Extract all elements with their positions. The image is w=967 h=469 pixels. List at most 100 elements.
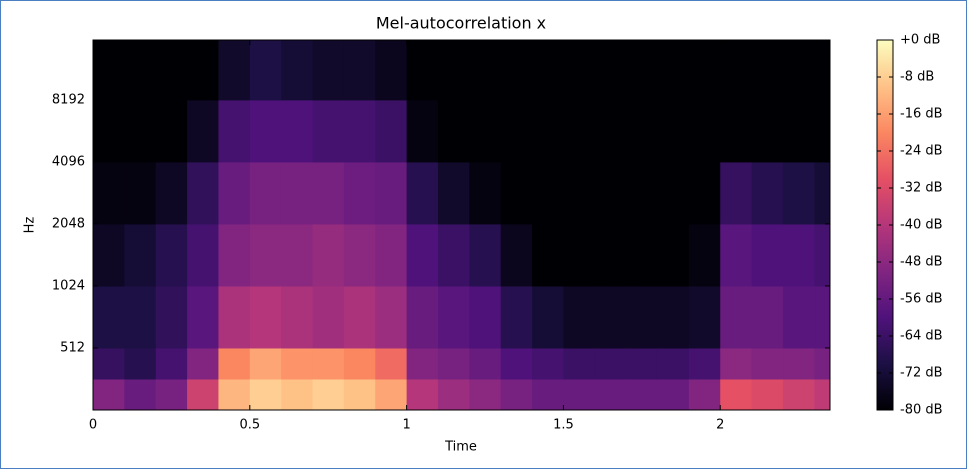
heat-cell bbox=[594, 378, 627, 410]
heat-cell bbox=[187, 40, 219, 101]
colorbar-tick-label: -40 dB bbox=[900, 218, 943, 233]
heat-cell bbox=[249, 378, 282, 410]
heat-cell bbox=[187, 161, 219, 225]
heat-cell bbox=[155, 99, 188, 163]
y-tick-label: 512 bbox=[60, 340, 85, 355]
heat-cell bbox=[437, 223, 470, 287]
heat-cell bbox=[218, 161, 251, 225]
heat-cell bbox=[437, 40, 470, 101]
heat-cell bbox=[594, 223, 627, 287]
heat-cell bbox=[375, 223, 408, 287]
heat-cell bbox=[782, 99, 815, 163]
colorbar-tick-label: +0 dB bbox=[900, 33, 940, 48]
heat-cell bbox=[281, 161, 314, 225]
heat-cell bbox=[594, 161, 627, 225]
heat-cell bbox=[249, 99, 282, 163]
heat-cell bbox=[814, 40, 830, 101]
heat-cell bbox=[406, 223, 439, 287]
heat-cell bbox=[281, 285, 314, 349]
x-tick-label: 1 bbox=[402, 418, 410, 433]
heat-cell bbox=[406, 378, 439, 410]
heat-cell bbox=[500, 378, 533, 410]
heat-cell bbox=[782, 161, 815, 225]
heat-cell bbox=[782, 347, 815, 380]
heat-cell bbox=[563, 223, 596, 287]
heat-cell bbox=[187, 378, 219, 410]
heat-cell bbox=[469, 99, 502, 163]
heat-cell bbox=[720, 99, 753, 163]
heat-cell bbox=[720, 223, 753, 287]
heat-cell bbox=[657, 40, 690, 101]
colorbar-tick-label: -48 dB bbox=[900, 255, 943, 270]
heat-cell bbox=[375, 99, 408, 163]
colorbar-tick-label: -8 dB bbox=[900, 70, 934, 85]
heat-cell bbox=[657, 285, 690, 349]
heat-cell bbox=[155, 161, 188, 225]
colorbar-tick-label: -72 dB bbox=[900, 366, 943, 381]
heat-cell bbox=[187, 223, 219, 287]
heat-cell bbox=[563, 99, 596, 163]
heat-cell bbox=[657, 161, 690, 225]
heat-cell bbox=[312, 40, 345, 101]
colorbar-tick-label: -56 dB bbox=[900, 292, 943, 307]
heat-cell bbox=[469, 161, 502, 225]
heat-cell bbox=[187, 347, 219, 380]
heat-cell bbox=[155, 347, 188, 380]
colorbar-tick-label: -80 dB bbox=[900, 403, 943, 418]
heat-cell bbox=[594, 99, 627, 163]
heat-cell bbox=[281, 40, 314, 101]
x-axis-label: Time bbox=[444, 440, 477, 455]
heat-cell bbox=[124, 99, 157, 163]
y-tick-label: 8192 bbox=[52, 92, 85, 107]
heat-cell bbox=[406, 99, 439, 163]
heat-cell bbox=[312, 285, 345, 349]
heat-cell bbox=[375, 378, 408, 410]
heat-cell bbox=[782, 285, 815, 349]
heat-cell bbox=[594, 347, 627, 380]
heat-cell bbox=[218, 378, 251, 410]
heat-cell bbox=[93, 40, 125, 101]
heat-cell bbox=[187, 99, 219, 163]
heat-cell bbox=[500, 285, 533, 349]
heat-cell bbox=[751, 40, 784, 101]
heat-cell bbox=[93, 223, 125, 287]
heat-cell bbox=[500, 161, 533, 225]
heat-cell bbox=[751, 161, 784, 225]
heat-cell bbox=[688, 40, 721, 101]
heat-cell bbox=[124, 223, 157, 287]
heat-cell bbox=[626, 378, 659, 410]
heat-cell bbox=[124, 347, 157, 380]
heat-cell bbox=[751, 99, 784, 163]
heat-cell bbox=[312, 378, 345, 410]
heat-cell bbox=[375, 347, 408, 380]
heat-cell bbox=[437, 285, 470, 349]
heat-cell bbox=[814, 347, 830, 380]
heat-cell bbox=[720, 40, 753, 101]
heat-cell bbox=[626, 40, 659, 101]
x-tick-label: 2 bbox=[716, 418, 724, 433]
heat-cell bbox=[469, 285, 502, 349]
heat-cell bbox=[406, 161, 439, 225]
heat-cell bbox=[343, 99, 376, 163]
heat-cell bbox=[814, 378, 830, 410]
heat-cell bbox=[343, 285, 376, 349]
heat-cell bbox=[93, 285, 125, 349]
heat-cell bbox=[594, 40, 627, 101]
heat-cell bbox=[249, 347, 282, 380]
heat-cell bbox=[124, 161, 157, 225]
heat-cell bbox=[406, 40, 439, 101]
heat-cell bbox=[343, 40, 376, 101]
heat-cell bbox=[532, 378, 564, 410]
heat-cell bbox=[93, 378, 125, 410]
heat-cell bbox=[626, 285, 659, 349]
heat-cell bbox=[343, 223, 376, 287]
heat-cell bbox=[469, 378, 502, 410]
heat-cell bbox=[657, 378, 690, 410]
x-tick-label: 0.5 bbox=[239, 418, 260, 433]
heat-cell bbox=[563, 347, 596, 380]
heat-cell bbox=[751, 378, 784, 410]
heat-cell bbox=[437, 161, 470, 225]
heat-cell bbox=[782, 40, 815, 101]
colorbar-tick-label: -64 dB bbox=[900, 329, 943, 344]
heat-cell bbox=[281, 347, 314, 380]
